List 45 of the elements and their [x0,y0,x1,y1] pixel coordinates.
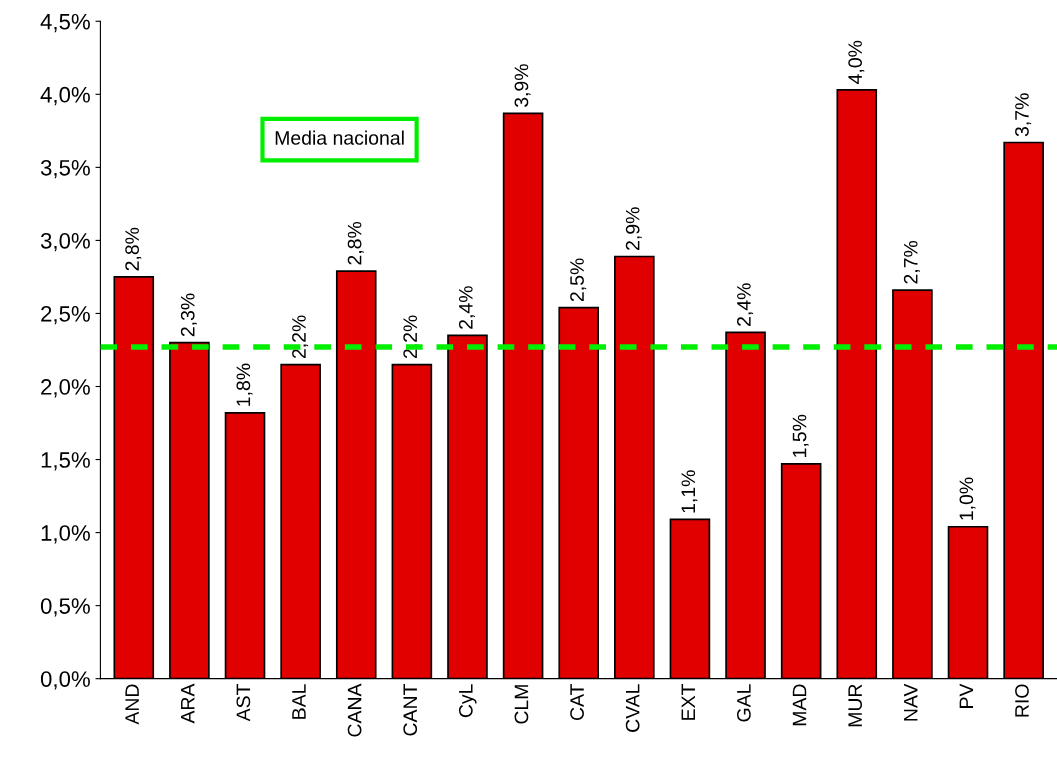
data-label: 2,7% [903,240,920,284]
x-tick-label: CVAL [625,684,640,732]
y-tick-label: 2,5% [41,305,90,325]
data-label: 1,5% [792,414,809,457]
data-label: 2,2% [403,315,420,359]
x-tick-label: PV [959,683,974,708]
x-tick-label: AST [236,683,251,722]
y-tick-label: 3,5% [40,159,90,179]
x-tick-label: EXT [681,683,695,720]
x-tick-label: RIO [1015,684,1029,717]
x-tick-label: GAL [737,684,751,722]
data-label: 1,0% [959,477,976,520]
data-label: 4,0% [848,40,865,84]
y-tick-label: 1,0% [41,525,90,544]
x-tick-label: MUR [848,684,862,727]
data-label: 2,9% [625,207,642,250]
data-label: 2,2% [292,315,309,359]
x-tick-label: NAV [904,683,918,721]
x-tick-label: ARA [181,683,195,724]
data-label: 2,4% [737,283,754,326]
x-tick-label: CyL [458,684,477,718]
y-tick-label: 0,0% [40,671,90,690]
data-label: 2,8% [125,227,142,271]
data-label: 3,7% [1015,93,1032,137]
y-tick-label: 0,5% [40,598,90,617]
y-tick-label: 4,0% [40,86,90,106]
y-tick-label: 3,0% [40,232,90,252]
x-tick-label: AND [125,684,139,725]
x-tick-label: MAD [792,684,807,726]
x-tick-label: CLM [514,685,529,724]
data-label: 1,1% [681,470,698,513]
annotation: Media nacional [275,130,404,145]
x-tick-label: CANT [403,683,418,736]
y-tick-label: 1,5% [41,452,90,471]
data-label: 1,8% [236,363,253,406]
x-tick-label: CAT [570,683,584,721]
data-label: 2,8% [347,221,364,265]
x-tick-label: BAL [292,684,306,719]
y-tick-label: 4,5% [40,13,90,33]
x-tick-label: CANA [347,683,362,737]
y-tick-label: 2,0% [41,379,90,398]
data-label: 2,3% [180,293,197,337]
data-label: 2,4% [458,286,475,329]
data-label: 3,9% [514,64,531,108]
data-label: 2,5% [570,258,587,302]
